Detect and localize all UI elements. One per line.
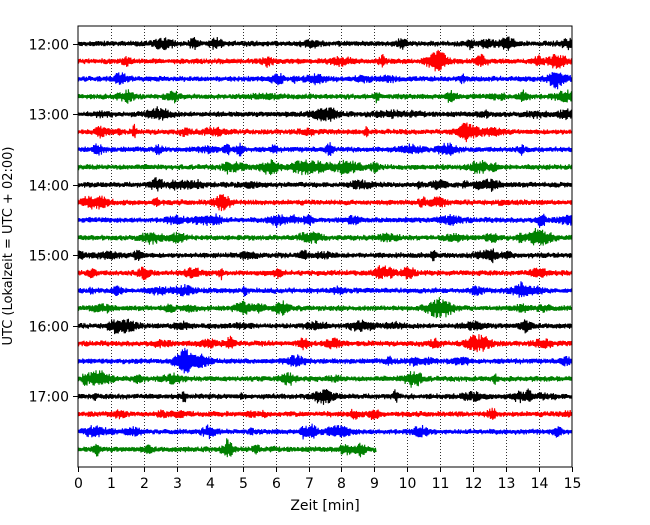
- x-tick-label-8: 8: [337, 476, 346, 492]
- trace-1545: [77, 297, 573, 319]
- x-tick-label-9: 9: [370, 476, 379, 492]
- x-axis: 0 1 2 3 4 5 6 7 8 9 10 11 12 13 14 15: [74, 467, 581, 492]
- trace-1630: [77, 347, 573, 374]
- trace-1615: [77, 334, 573, 353]
- x-tick-label-14: 14: [531, 476, 549, 492]
- trace-1400: [77, 177, 573, 192]
- trace-1330: [77, 142, 573, 157]
- trace-1230: [77, 71, 573, 90]
- trace-1200: [77, 36, 573, 51]
- x-tick-label-13: 13: [498, 476, 516, 492]
- trace-layer: [77, 36, 573, 458]
- trace-1215: [77, 49, 573, 72]
- x-tick-label-0: 0: [74, 476, 83, 492]
- y-tick-label-1600: 16:00: [29, 320, 69, 336]
- y-tick-label-1700: 17:00: [29, 390, 69, 406]
- x-tick-label-10: 10: [399, 476, 417, 492]
- x-tick-label-1: 1: [107, 476, 116, 492]
- y-tick-label-1200: 12:00: [29, 38, 69, 54]
- x-tick-label-5: 5: [239, 476, 248, 492]
- trace-1530: [77, 281, 573, 298]
- trace-1745: [77, 438, 377, 458]
- x-tick-label-3: 3: [173, 476, 182, 492]
- x-tick-label-6: 6: [272, 476, 281, 492]
- trace-1700: [77, 388, 573, 405]
- x-tick-label-2: 2: [140, 476, 149, 492]
- trace-1300: [77, 106, 573, 122]
- trace-1600: [77, 318, 573, 335]
- x-tick-label-7: 7: [305, 476, 314, 492]
- x-tick-label-4: 4: [206, 476, 215, 492]
- x-axis-label: Zeit [min]: [290, 498, 359, 514]
- trace-1515: [77, 265, 573, 281]
- x-tick-label-12: 12: [465, 476, 483, 492]
- trace-1645: [77, 370, 573, 388]
- x-tick-label-15: 15: [564, 476, 582, 492]
- trace-1730: [77, 423, 573, 440]
- y-tick-label-1400: 14:00: [29, 179, 69, 195]
- trace-1415: [77, 194, 573, 212]
- trace-1345: [77, 159, 573, 176]
- trace-1245: [77, 89, 573, 104]
- trace-1315: [77, 122, 573, 143]
- y-tick-label-1500: 15:00: [29, 249, 69, 265]
- trace-1430: [77, 213, 573, 228]
- y-axis-label: UTC (Lokalzeit = UTC + 02:00): [1, 147, 16, 346]
- y-axis: 12:00 13:00 14:00 15:00 16:00 17:00: [29, 38, 78, 406]
- trace-1445: [77, 227, 573, 246]
- plot-frame: [77, 25, 573, 468]
- y-tick-label-1300: 13:00: [29, 108, 69, 124]
- trace-1500: [77, 248, 573, 264]
- trace-1715: [77, 407, 573, 421]
- x-tick-label-11: 11: [432, 476, 450, 492]
